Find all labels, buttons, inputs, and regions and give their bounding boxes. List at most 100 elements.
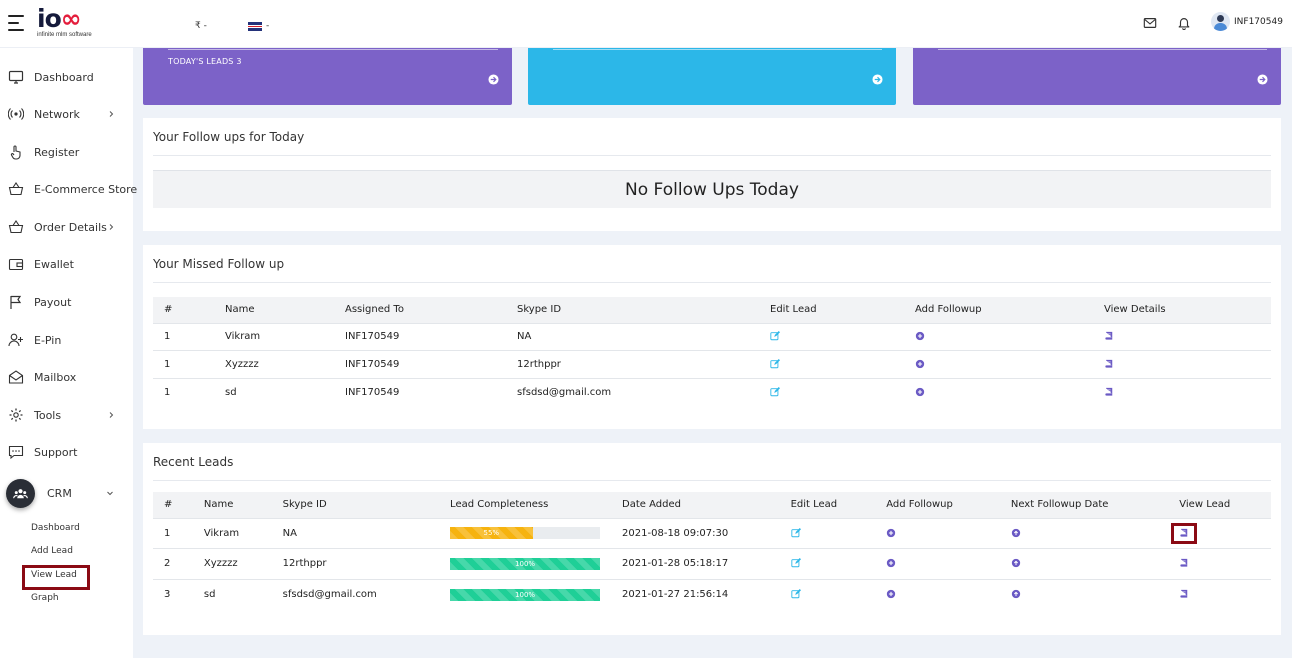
arrow-up-circle-icon[interactable] <box>1011 589 1021 599</box>
edit-icon[interactable] <box>770 358 780 369</box>
progress-label: 100% <box>515 559 536 568</box>
plus-circle-icon[interactable] <box>915 387 925 397</box>
menu-toggle-icon[interactable] <box>8 15 26 31</box>
arrow-up-circle-icon[interactable] <box>1011 558 1021 568</box>
crm-subitem-dashboard[interactable]: Dashboard <box>31 523 80 533</box>
missed-followups-panel: Your Missed Follow up # Name Assigned To… <box>143 245 1281 429</box>
sidebar-item-ecommerce-store[interactable]: E-Commerce Store <box>0 176 137 202</box>
plus-circle-icon[interactable] <box>886 589 896 599</box>
crm-subitem-add-lead[interactable]: Add Lead <box>31 546 73 556</box>
book-icon[interactable] <box>1104 387 1114 397</box>
skype-id: sfsdsd@gmail.com <box>271 578 440 610</box>
sidebar-item-payout[interactable]: Payout <box>0 289 133 315</box>
progress-fill <box>450 527 533 540</box>
uk-flag-icon <box>248 21 262 31</box>
arrow-circle-right-icon[interactable] <box>1257 74 1268 85</box>
recent-leads-panel: Recent Leads # Name Skype ID Lead Comple… <box>143 443 1281 635</box>
edit-lead-cell <box>779 517 876 549</box>
sidebar-item-tools[interactable]: Tools <box>0 402 133 428</box>
skype-id: 12rthppr <box>506 350 759 378</box>
arrow-circle-right-icon[interactable] <box>488 74 499 85</box>
edit-icon[interactable] <box>790 527 801 538</box>
sidebar: Dashboard Network Register E-Commerce St… <box>0 48 137 658</box>
envelope-open-icon <box>8 370 24 384</box>
edit-icon[interactable] <box>770 331 780 341</box>
sidebar-item-epin[interactable]: E-Pin <box>0 327 133 353</box>
sidebar-item-dashboard[interactable]: Dashboard <box>0 64 133 90</box>
sidebar-item-register[interactable]: Register <box>0 139 133 165</box>
sidebar-item-order-details[interactable]: Order Details <box>0 214 133 240</box>
column-header: Add Followup <box>875 492 1000 518</box>
sidebar-item-ewallet[interactable]: Ewallet <box>0 251 133 277</box>
basket-icon <box>8 220 24 234</box>
missed-followups-table: # Name Assigned To Skype ID Edit Lead Ad… <box>153 297 1271 406</box>
wallet-icon <box>8 258 24 271</box>
sidebar-item-network[interactable]: Network <box>0 101 133 127</box>
currency-selector[interactable]: ₹ - <box>195 21 207 31</box>
lead-completeness-cell: 100% <box>439 578 612 610</box>
book-icon[interactable] <box>1179 528 1189 538</box>
sidebar-item-support[interactable]: Support <box>0 439 133 465</box>
plus-circle-icon[interactable] <box>886 558 896 568</box>
sidebar-item-label: Mailbox <box>34 370 77 384</box>
edit-icon[interactable] <box>790 589 801 599</box>
add-followup-cell <box>875 548 1000 579</box>
card-subtitle: TODAY'S LEADS 3 <box>168 57 242 66</box>
language-selector[interactable]: - <box>248 21 269 31</box>
username: INF170549 <box>1234 16 1283 27</box>
sidebar-item-crm[interactable]: CRM <box>0 478 133 508</box>
user-plus-icon <box>8 333 23 347</box>
sidebar-item-mailbox[interactable]: Mailbox <box>0 364 133 390</box>
book-icon[interactable] <box>1104 359 1114 369</box>
bell-icon[interactable] <box>1177 16 1191 30</box>
plus-circle-icon[interactable] <box>886 528 896 538</box>
sidebar-item-label: CRM <box>47 486 72 500</box>
edit-icon[interactable] <box>790 558 801 568</box>
plus-circle-icon[interactable] <box>915 331 925 341</box>
table-header-row: # Name Skype ID Lead Completeness Date A… <box>153 492 1271 518</box>
hand-pointer-icon <box>10 145 21 160</box>
book-icon[interactable] <box>1179 589 1189 599</box>
column-header: View Lead <box>1168 492 1271 518</box>
book-icon[interactable] <box>1179 558 1189 568</box>
assigned-to: INF170549 <box>334 350 506 378</box>
user-menu[interactable]: INF170549 <box>1211 12 1283 31</box>
edit-icon[interactable] <box>770 386 780 397</box>
progress-fill <box>450 557 601 570</box>
flag-icon <box>10 295 22 309</box>
logo[interactable]: io∞ infinite mlm software <box>37 6 109 40</box>
panel-divider <box>153 282 1271 283</box>
lead-name: Xyzzzz <box>214 350 334 378</box>
crm-subitem-graph[interactable]: Graph <box>31 593 59 603</box>
sidebar-item-label: Tools <box>34 408 62 422</box>
panel-title: Your Follow ups for Today <box>153 130 305 144</box>
next-followup-cell <box>999 578 1169 610</box>
logo-mark: io∞ <box>37 4 82 33</box>
progress-label: 55% <box>483 529 500 538</box>
empty-state-message: No Follow Ups Today <box>153 170 1271 208</box>
arrow-circle-right-icon[interactable] <box>872 74 883 85</box>
lead-completeness-bar: 100% <box>450 588 601 601</box>
chat-icon <box>8 445 24 460</box>
lead-name: Vikram <box>192 517 272 549</box>
edit-lead-cell <box>759 350 904 378</box>
chevron-right-icon <box>109 412 114 418</box>
cog-icon <box>9 408 23 422</box>
row-number: 1 <box>153 377 214 406</box>
add-followup-cell <box>904 350 1093 378</box>
book-icon[interactable] <box>1104 331 1114 341</box>
table-header-row: # Name Assigned To Skype ID Edit Lead Ad… <box>153 297 1271 323</box>
view-details-cell <box>1093 350 1271 378</box>
progress-fill <box>450 588 601 601</box>
crm-subitem-view-lead[interactable]: View Lead <box>31 570 77 580</box>
arrow-up-circle-icon[interactable] <box>1011 528 1021 538</box>
row-number: 1 <box>153 517 193 549</box>
column-header: Edit Lead <box>759 297 904 323</box>
column-header: Add Followup <box>904 297 1093 323</box>
row-number: 1 <box>153 350 214 378</box>
mail-icon[interactable] <box>1143 16 1157 30</box>
plus-circle-icon[interactable] <box>915 359 925 369</box>
lead-name: Xyzzzz <box>192 548 272 579</box>
column-header: Lead Completeness <box>439 492 612 518</box>
add-followup-cell <box>904 322 1093 351</box>
